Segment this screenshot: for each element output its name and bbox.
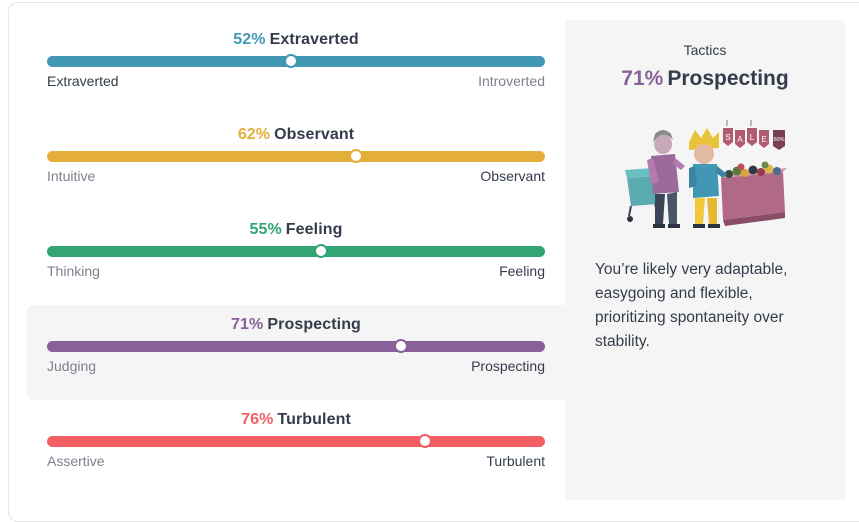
trait-tactics[interactable]: 71% Prospecting Judging Prospecting	[26, 305, 565, 400]
svg-text:A: A	[737, 135, 743, 144]
trait-headline: 55% Feeling	[47, 221, 545, 239]
trait-headline: 62% Observant	[47, 126, 545, 144]
trait-headline: 52% Extraverted	[47, 31, 545, 49]
trait-right-pole: Prospecting	[471, 358, 545, 374]
sale-sign-icon: S A L E 50%	[723, 120, 785, 150]
trait-percent: 55%	[249, 221, 282, 238]
trait-left-pole: Judging	[47, 358, 97, 374]
trait-percent: 52%	[233, 31, 266, 48]
panel-title-label: Prospecting	[667, 67, 789, 90]
trait-label: Prospecting	[267, 316, 361, 333]
panel-category-label: Tactics	[683, 42, 727, 58]
trait-left-pole: Assertive	[47, 453, 105, 469]
panel-description: You’re likely very adaptable, easygoing …	[595, 261, 788, 350]
trait-slider-knob[interactable]	[284, 54, 299, 68]
trait-right-pole: Feeling	[499, 263, 545, 279]
trait-bar	[47, 436, 545, 447]
trait-mind[interactable]: 62% Observant Intuitive Observant	[26, 115, 565, 210]
trait-percent: 71%	[231, 316, 264, 333]
trait-left-pole: Intuitive	[47, 168, 96, 184]
trait-detail-panel: Tactics 71% Prospecting S A L E 50%	[565, 20, 845, 500]
trait-slider-knob[interactable]	[313, 244, 328, 258]
trait-right-pole: Observant	[480, 168, 545, 184]
trait-slider-knob[interactable]	[418, 434, 433, 448]
shopping-illustration: S A L E 50%	[625, 120, 787, 228]
trait-energy[interactable]: 52% Extraverted Extraverted Introverted	[26, 20, 565, 115]
trait-right-pole: Turbulent	[486, 453, 545, 469]
trait-percent: 76%	[241, 411, 274, 428]
trait-left-pole: Thinking	[47, 263, 100, 279]
shopper-figure-icon	[647, 130, 685, 228]
trait-nature[interactable]: 55% Feeling Thinking Feeling	[26, 210, 565, 305]
svg-text:L: L	[750, 133, 755, 142]
produce-bin-icon	[721, 161, 787, 226]
trait-slider-knob[interactable]	[348, 149, 363, 163]
svg-text:50%: 50%	[773, 137, 784, 143]
trait-bar	[47, 246, 545, 257]
trait-bar	[47, 341, 545, 352]
trait-right-pole: Introverted	[478, 73, 545, 89]
panel-title: 71% Prospecting	[565, 67, 845, 91]
trait-label: Turbulent	[277, 411, 351, 428]
trait-identity[interactable]: 76% Turbulent Assertive Turbulent	[26, 400, 565, 495]
trait-headline: 76% Turbulent	[47, 411, 545, 429]
svg-text:S: S	[725, 133, 730, 142]
trait-label: Extraverted	[269, 31, 359, 48]
trait-left-pole: Extraverted	[47, 73, 119, 89]
trait-bar	[47, 151, 545, 162]
trait-percent: 62%	[237, 126, 271, 143]
trait-slider-knob[interactable]	[393, 339, 408, 353]
panel-title-percent: 71%	[621, 67, 664, 90]
child-figure-icon	[689, 128, 727, 228]
trait-label: Feeling	[285, 221, 343, 238]
trait-label: Observant	[274, 126, 355, 143]
trait-headline: 71% Prospecting	[47, 316, 545, 334]
svg-text:E: E	[761, 135, 766, 144]
